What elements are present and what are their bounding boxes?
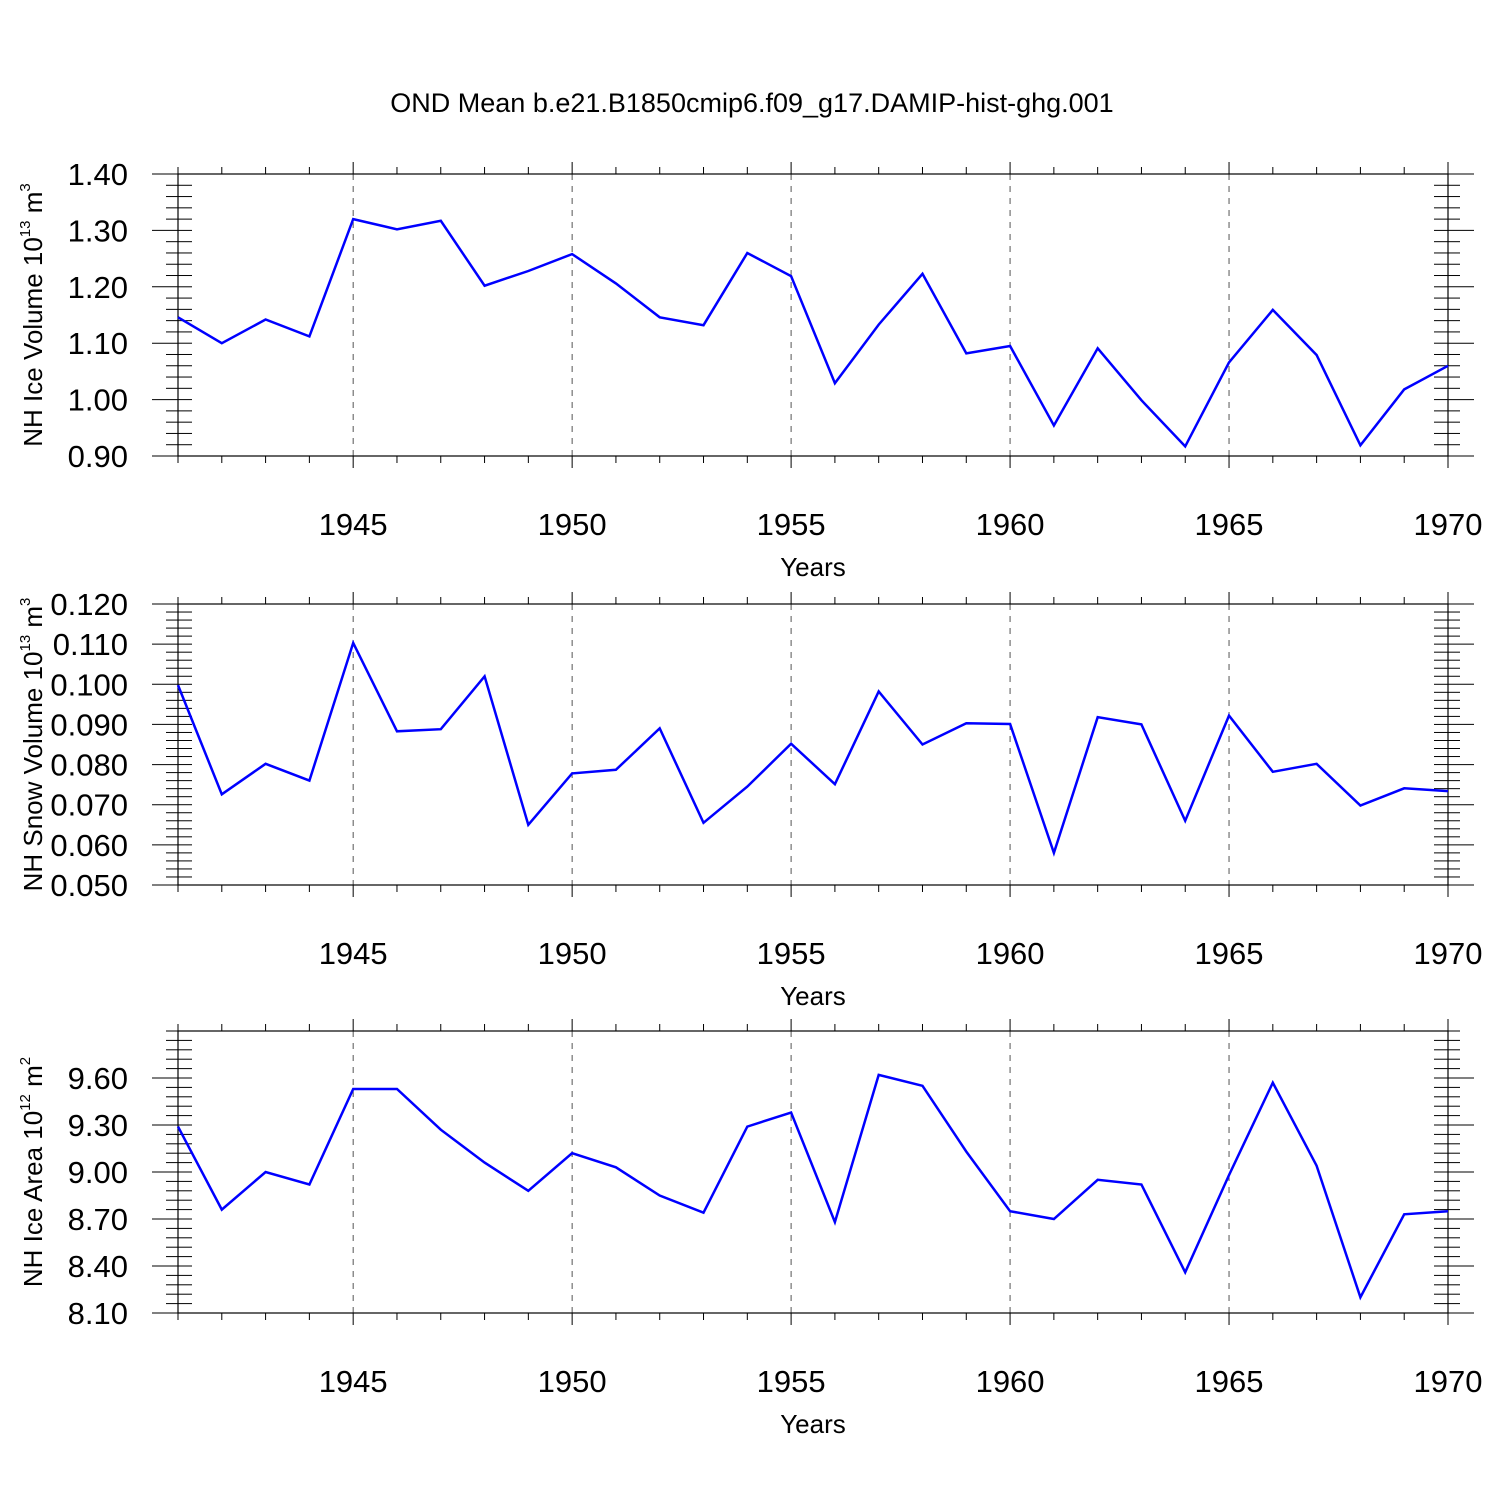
x-axis-label: Years [780, 981, 846, 1011]
x-axis-label: Years [780, 552, 846, 582]
x-tick-label: 1950 [538, 507, 607, 542]
y-tick-label: 0.080 [50, 748, 128, 783]
y-tick-label: 1.00 [68, 383, 128, 418]
y-axis-label: NH Ice Area 1012 m2 [17, 1057, 48, 1287]
x-tick-label: 1945 [319, 507, 388, 542]
x-tick-label: 1960 [976, 936, 1045, 971]
series-line [178, 219, 1448, 446]
y-tick-label: 1.30 [68, 213, 128, 248]
y-tick-label: 0.110 [53, 627, 128, 662]
x-tick-label: 1965 [1195, 1364, 1264, 1399]
series-line [178, 1075, 1448, 1297]
y-tick-label: 9.60 [68, 1061, 128, 1096]
y-tick-label: 0.100 [50, 667, 128, 702]
x-tick-label: 1950 [538, 1364, 607, 1399]
y-tick-label: 0.070 [50, 788, 128, 823]
plot-frame [178, 604, 1448, 885]
x-tick-label: 1955 [757, 1364, 826, 1399]
plot-frame [178, 174, 1448, 456]
x-tick-label: 1950 [538, 936, 607, 971]
series-line [178, 643, 1448, 853]
x-axis-label: Years [780, 1409, 846, 1439]
y-tick-label: 8.10 [68, 1296, 128, 1331]
y-axis-label: NH Ice Volume 1013 m3 [17, 183, 48, 446]
x-tick-label: 1945 [319, 1364, 388, 1399]
x-tick-label: 1945 [319, 936, 388, 971]
plot-frame [178, 1031, 1448, 1313]
x-tick-label: 1965 [1195, 936, 1264, 971]
panel-ice-area: 8.10 8.40 8.70 9.00 9.30 9.60 1945 1950 1955 1960… [17, 1019, 1482, 1439]
y-tick-label: 1.10 [68, 326, 128, 361]
x-tick-label: 1955 [757, 507, 826, 542]
y-tick-label: 0.050 [50, 868, 128, 903]
y-tick-label: 9.00 [68, 1155, 128, 1190]
y-tick-label: 0.90 [68, 439, 128, 474]
y-tick-label: 0.060 [50, 828, 128, 863]
y-tick-label: 0.090 [50, 707, 128, 742]
x-tick-label: 1955 [757, 936, 826, 971]
y-tick-label: 8.70 [68, 1202, 128, 1237]
y-tick-label: 1.40 [68, 157, 128, 192]
y-tick-label: 1.20 [68, 270, 128, 305]
chart-title: OND Mean b.e21.B1850cmip6.f09_g17.DAMIP-… [390, 88, 1113, 118]
y-tick-label: 0.120 [50, 587, 128, 622]
panel-snow-volume: 0.050 0.060 0.070 0.080 0.090 0.100 0.110 0.120… [17, 587, 1482, 1011]
y-tick-label: 8.40 [68, 1249, 128, 1284]
x-tick-label: 1970 [1414, 1364, 1483, 1399]
panel-ice-volume: 0.90 1.00 1.10 1.20 1.30 1.40 1945 1950 1955 1960… [17, 157, 1482, 582]
y-tick-label: 9.30 [68, 1108, 128, 1143]
x-tick-label: 1960 [976, 507, 1045, 542]
x-tick-label: 1960 [976, 1364, 1045, 1399]
x-tick-label: 1965 [1195, 507, 1264, 542]
y-axis-label: NH Snow Volume 1013 m3 [17, 598, 48, 892]
x-tick-label: 1970 [1414, 936, 1483, 971]
x-tick-label: 1970 [1414, 507, 1483, 542]
